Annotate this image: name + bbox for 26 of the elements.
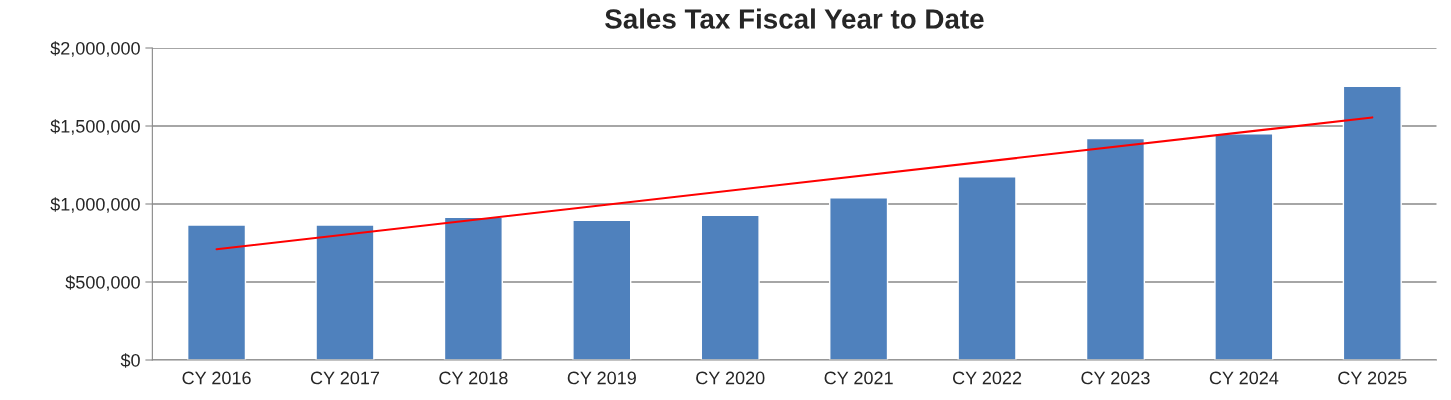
x-tick-label: CY 2024 xyxy=(1209,371,1279,385)
x-tick-label: CY 2025 xyxy=(1338,371,1407,385)
y-tick-label: $500,000 xyxy=(65,275,140,291)
x-tick-label: CY 2023 xyxy=(1081,371,1150,385)
bar xyxy=(829,197,889,360)
bar xyxy=(186,224,247,360)
x-tick-label: CY 2020 xyxy=(696,371,765,385)
chart-title: Sales Tax Fiscal Year to Date xyxy=(605,8,984,29)
x-tick-label: CY 2022 xyxy=(952,371,1022,385)
y-tick-label: $2,000,000 xyxy=(50,41,140,57)
bar xyxy=(443,216,503,360)
x-tick-label: CY 2021 xyxy=(824,371,893,385)
bar xyxy=(1085,137,1146,360)
bar xyxy=(700,214,760,360)
bar xyxy=(957,176,1017,360)
x-tick-label: CY 2018 xyxy=(439,371,508,385)
y-tick-label: $1,500,000 xyxy=(50,119,140,135)
x-tick-label: CY 2017 xyxy=(310,371,380,385)
bar xyxy=(572,219,632,360)
bar xyxy=(315,224,375,360)
x-tick-label: CY 2016 xyxy=(182,371,251,385)
y-tick-label: $1,000,000 xyxy=(50,197,140,213)
y-tick-label: $0 xyxy=(120,353,140,368)
bar xyxy=(1214,133,1274,360)
x-tick-label: CY 2019 xyxy=(567,371,636,385)
bar xyxy=(1342,85,1402,360)
